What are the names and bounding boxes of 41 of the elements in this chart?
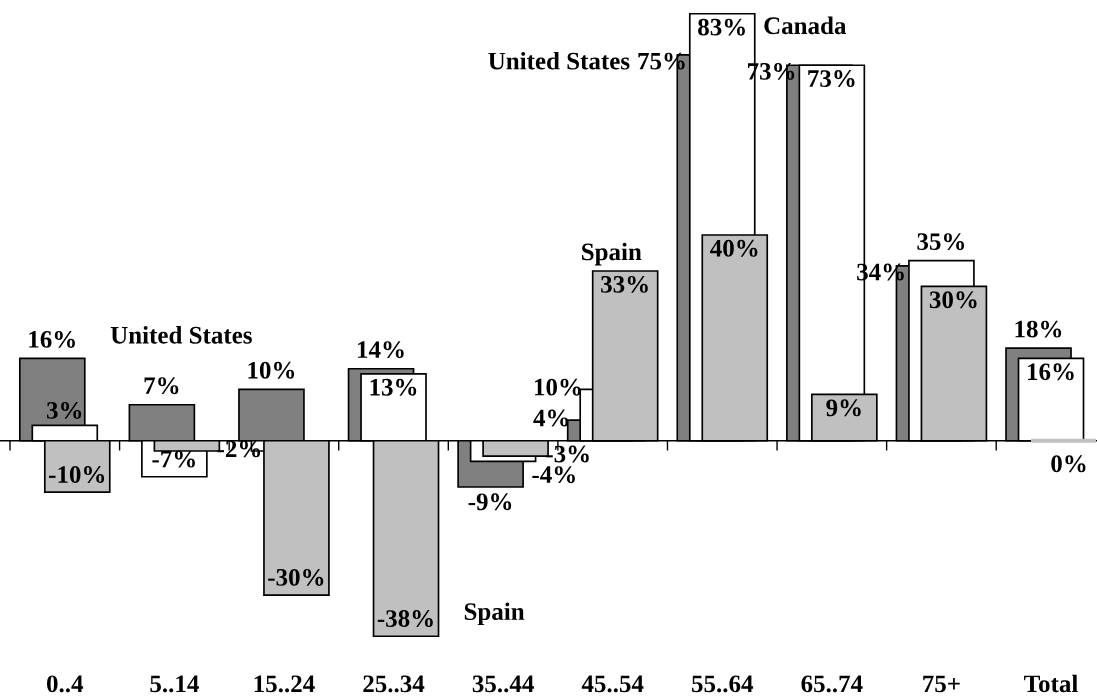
- data-label: 16%: [29, 330, 75, 348]
- data-label: 83%: [698, 18, 745, 36]
- x-tick-label: 75+: [923, 675, 960, 693]
- x-tick-label: 55..64: [692, 675, 754, 693]
- data-label: 40%: [710, 239, 758, 257]
- x-tick-label: 0..4: [46, 675, 84, 693]
- data-label: 3%: [46, 401, 82, 419]
- data-label: 13%: [370, 378, 417, 396]
- data-label: -3%: [546, 445, 589, 463]
- data-label: 16%: [1028, 363, 1074, 381]
- data-label: 30%: [929, 291, 977, 309]
- data-label: -10%: [49, 466, 105, 484]
- data-label: -4%: [532, 466, 575, 484]
- data-label: -7%: [152, 450, 195, 468]
- x-tick-label: 15..24: [254, 675, 315, 693]
- data-label: 35%: [917, 233, 965, 251]
- x-tick-label: 5..14: [150, 675, 199, 693]
- data-label: -38%: [377, 610, 433, 628]
- x-tick-label: 65..74: [801, 675, 863, 693]
- data-label: 4%: [533, 409, 569, 427]
- x-tick-label: Total: [1024, 674, 1078, 693]
- x-tick-label: 45..54: [581, 675, 644, 693]
- data-label: 0%: [1051, 455, 1086, 473]
- x-tick-label: 35..44: [472, 675, 534, 693]
- data-label: 10%: [248, 361, 295, 379]
- data-label: -9%: [468, 493, 512, 511]
- series-label: Canada: [764, 16, 847, 35]
- data-label: 33%: [601, 275, 648, 293]
- annotation: United States: [110, 326, 252, 344]
- annotation: Spain: [464, 602, 525, 626]
- data-label: 73%: [808, 70, 855, 88]
- data-label: 9%: [826, 399, 861, 417]
- data-label: 18%: [1015, 320, 1062, 338]
- annotation: Spain: [582, 242, 642, 266]
- data-label: 14%: [358, 341, 404, 359]
- data-label: -2%: [217, 440, 261, 458]
- series-label: United States: [488, 51, 630, 70]
- data-label: 7%: [144, 377, 179, 395]
- data-label: -30%: [268, 568, 324, 586]
- data-label: 10%: [534, 378, 581, 396]
- x-tick-label: 25..34: [363, 675, 425, 693]
